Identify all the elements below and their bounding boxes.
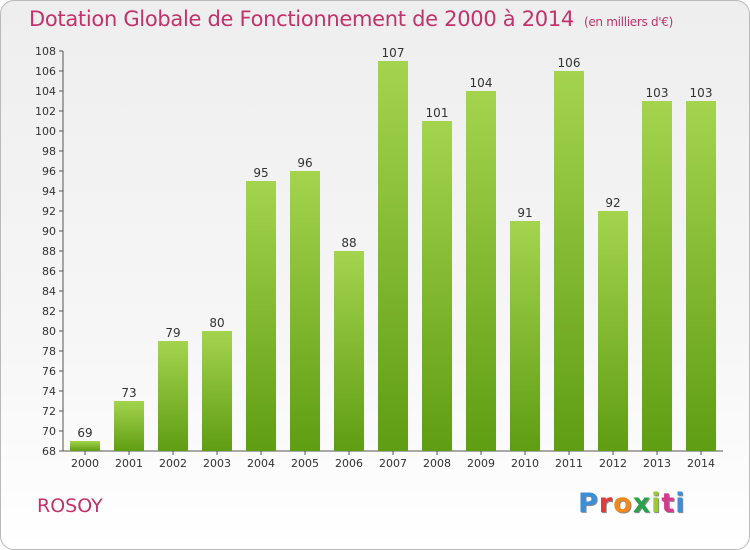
x-tick-label: 2002 — [159, 457, 187, 470]
data-label: 95 — [253, 166, 268, 180]
y-tick-label: 74 — [42, 385, 56, 398]
y-tick-label: 76 — [42, 365, 56, 378]
x-tick-label: 2000 — [71, 457, 99, 470]
bar-2007 — [378, 61, 408, 451]
data-label: 92 — [605, 196, 620, 210]
x-tick-label: 2005 — [291, 457, 319, 470]
y-tick-label: 80 — [42, 325, 56, 338]
y-tick-label: 94 — [42, 185, 56, 198]
y-tick-label: 68 — [42, 445, 56, 458]
x-tick-label: 2009 — [467, 457, 495, 470]
bar-2013 — [642, 101, 672, 451]
x-tick-label: 2001 — [115, 457, 143, 470]
bars — [70, 61, 716, 451]
x-tick-label: 2012 — [599, 457, 627, 470]
y-tick-label: 106 — [35, 65, 56, 78]
y-tick-label: 96 — [42, 165, 56, 178]
data-label: 69 — [77, 426, 92, 440]
y-tick-label: 92 — [42, 205, 56, 218]
logo-letter: i — [651, 488, 662, 519]
proxiti-logo: Proxiti — [578, 488, 686, 519]
commune-name: ROSOY — [37, 495, 103, 517]
y-tick-label: 70 — [42, 425, 56, 438]
logo-letter: r — [598, 488, 614, 519]
y-tick-label: 98 — [42, 145, 56, 158]
data-label: 73 — [121, 386, 136, 400]
x-tick-label: 2006 — [335, 457, 363, 470]
x-tick-label: 2008 — [423, 457, 451, 470]
logo-letter: x — [632, 488, 652, 519]
y-tick-label: 90 — [42, 225, 56, 238]
data-label: 80 — [209, 316, 224, 330]
data-labels: 69 73 79 80 95 96 88 107 101 104 91 106 92 103 103 — [77, 46, 712, 440]
y-tick-label: 108 — [35, 45, 56, 58]
x-tick-label: 2007 — [379, 457, 407, 470]
data-label: 104 — [470, 76, 493, 90]
data-label: 79 — [165, 326, 180, 340]
y-tick-label: 82 — [42, 305, 56, 318]
bar-2009 — [466, 91, 496, 451]
chart-title-text: Dotation Globale de Fonctionnement de 20… — [29, 7, 574, 31]
bar-2011 — [554, 71, 584, 451]
bar-2001 — [114, 401, 144, 451]
logo-letter: t — [661, 488, 676, 519]
bar-2003 — [202, 331, 232, 451]
y-tick-label: 88 — [42, 245, 56, 258]
bar-2005 — [290, 171, 320, 451]
bar-2010 — [510, 221, 540, 451]
logo-letter: P — [578, 488, 599, 519]
y-tick-label: 104 — [35, 85, 56, 98]
data-label: 107 — [382, 46, 405, 60]
y-tick-label: 72 — [42, 405, 56, 418]
y-tick-label: 102 — [35, 105, 56, 118]
data-label: 103 — [646, 86, 669, 100]
y-axis: 68 70 72 74 76 78 80 82 84 86 88 90 92 94 96 98 100 102 10… — [35, 45, 64, 458]
bar-2008 — [422, 121, 452, 451]
data-label: 106 — [558, 56, 581, 70]
logo-letter: i — [675, 488, 686, 519]
x-tick-label: 2014 — [687, 457, 715, 470]
logo-letter: o — [613, 488, 633, 519]
y-tick-label: 100 — [35, 125, 56, 138]
x-tick-label: 2003 — [203, 457, 231, 470]
y-tick-label: 84 — [42, 285, 56, 298]
bar-2006 — [334, 251, 364, 451]
x-tick-label: 2013 — [643, 457, 671, 470]
bar-2012 — [598, 211, 628, 451]
x-axis: 2000 2001 2002 2003 2004 2005 2006 2007 2008 2009… — [63, 450, 723, 470]
x-tick-label: 2004 — [247, 457, 275, 470]
data-label: 103 — [690, 86, 713, 100]
bar-2000 — [70, 441, 100, 451]
x-tick-label: 2010 — [511, 457, 539, 470]
bar-2014 — [686, 101, 716, 451]
y-tick-label: 86 — [42, 265, 56, 278]
data-label: 91 — [517, 206, 532, 220]
data-label: 96 — [297, 156, 312, 170]
bar-2004 — [246, 181, 276, 451]
x-tick-label: 2011 — [555, 457, 583, 470]
data-label: 101 — [426, 106, 449, 120]
bar-2002 — [158, 341, 188, 451]
chart-title: Dotation Globale de Fonctionnement de 20… — [29, 7, 673, 31]
y-tick-label: 78 — [42, 345, 56, 358]
data-label: 88 — [341, 236, 356, 250]
chart-subtitle: (en milliers d'€) — [583, 15, 673, 29]
